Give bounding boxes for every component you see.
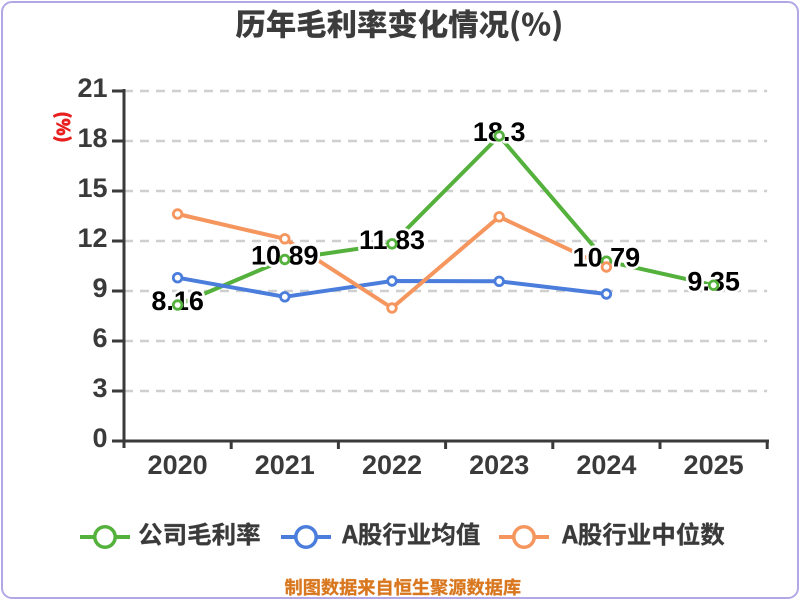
svg-text:2021: 2021 bbox=[255, 450, 315, 480]
svg-text:2023: 2023 bbox=[469, 450, 529, 480]
svg-text:6: 6 bbox=[92, 323, 107, 353]
svg-text:2020: 2020 bbox=[148, 450, 208, 480]
svg-text:12: 12 bbox=[77, 223, 107, 253]
svg-text:11.83: 11.83 bbox=[359, 225, 425, 255]
svg-text:2025: 2025 bbox=[684, 450, 744, 480]
svg-text:2022: 2022 bbox=[362, 450, 422, 480]
svg-text:9: 9 bbox=[92, 273, 107, 303]
svg-text:15: 15 bbox=[77, 173, 107, 203]
svg-text:0: 0 bbox=[92, 423, 107, 453]
svg-text:21: 21 bbox=[77, 73, 107, 103]
svg-text:18: 18 bbox=[77, 123, 107, 153]
svg-text:2024: 2024 bbox=[576, 450, 636, 480]
svg-text:3: 3 bbox=[92, 373, 107, 403]
